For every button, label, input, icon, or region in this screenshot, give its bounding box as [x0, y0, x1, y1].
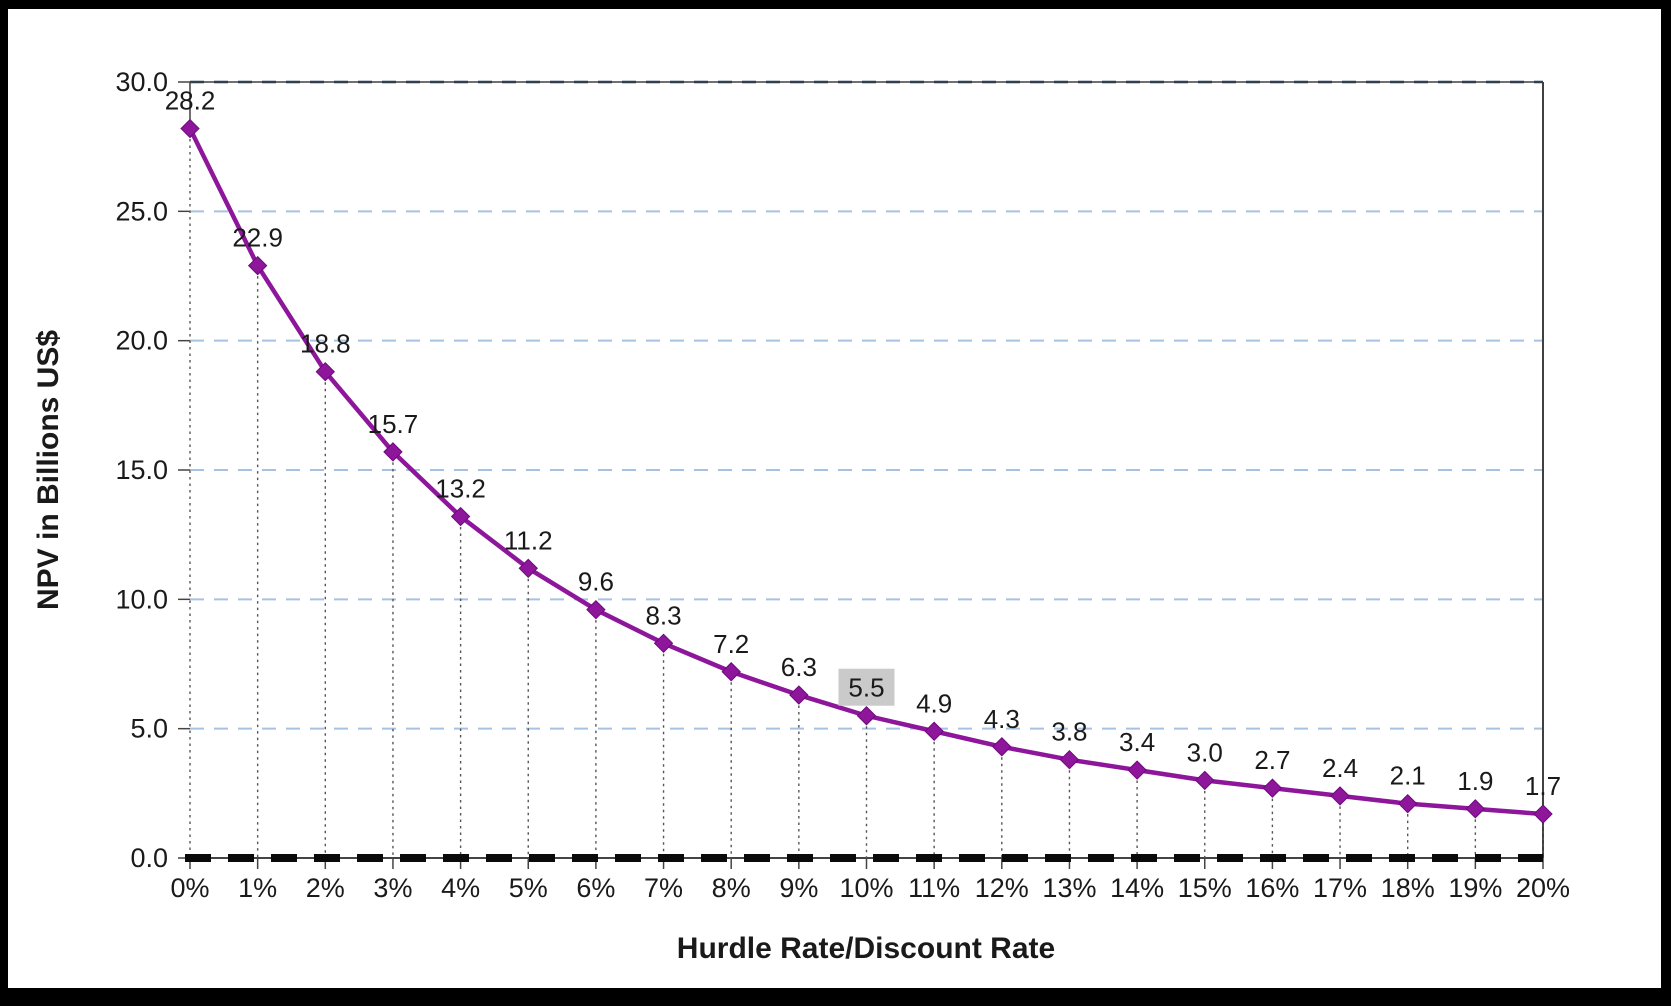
x-tick-label: 3% — [373, 873, 412, 903]
x-tick-label: 18% — [1381, 873, 1435, 903]
tick-labels-layer: 0.0 5.0 10.0 15.0 20.0 25.0 30.0 0% 1% 2% 3% 4% 5% 6%… — [115, 67, 1570, 903]
data-point-marker — [992, 737, 1012, 757]
y-tick-label: 0.0 — [130, 843, 168, 873]
y-tick-label: 5.0 — [130, 714, 168, 744]
x-tick-label: 9% — [779, 873, 818, 903]
data-point-label: 15.7 — [368, 409, 419, 439]
y-tick-label: 30.0 — [115, 67, 168, 97]
data-point-marker — [721, 662, 741, 682]
data-point-label: 22.9 — [232, 223, 283, 253]
axis-ticks-layer — [178, 81, 1544, 869]
x-tick-label: 1% — [238, 873, 277, 903]
data-point-label: 28.2 — [165, 86, 216, 116]
x-tick-label: 2% — [306, 873, 345, 903]
data-point-marker — [1195, 770, 1215, 791]
data-point-label: 6.3 — [781, 652, 817, 682]
data-point-marker — [1397, 793, 1418, 814]
x-axis-title: Hurdle Rate/Discount Rate — [677, 932, 1055, 965]
data-point-marker — [789, 685, 809, 705]
x-tick-label: 12% — [975, 873, 1029, 903]
y-tick-label: 10.0 — [115, 584, 168, 614]
x-tick-label: 19% — [1448, 873, 1502, 903]
data-point-label: 11.2 — [504, 525, 553, 555]
y-tick-label: 25.0 — [115, 196, 168, 226]
x-tick-label: 11% — [908, 873, 960, 903]
x-tick-label: 8% — [712, 873, 751, 903]
data-point-label: 1.9 — [1457, 766, 1493, 796]
x-tick-label: 13% — [1042, 873, 1096, 903]
data-point-marker — [247, 255, 268, 276]
x-tick-label: 16% — [1245, 873, 1299, 903]
data-point-marker — [315, 361, 336, 382]
y-axis-title: NPV in Billions US$ — [32, 330, 65, 610]
x-tick-label: 6% — [576, 873, 615, 903]
data-point-label: 3.4 — [1119, 727, 1155, 757]
data-point-marker — [383, 442, 403, 462]
drop-lines-layer — [189, 132, 1544, 858]
data-point-label: 2.4 — [1322, 753, 1358, 783]
data-point-marker — [180, 118, 200, 139]
data-labels-layer: 28.2 22.9 18.8 15.7 13.2 11.2 9.6 8.3 7.2 6.3 5.5 4… — [165, 86, 1561, 801]
data-point-marker — [518, 558, 538, 579]
data-point-marker — [653, 633, 674, 654]
data-point-label: 2.1 — [1390, 761, 1426, 791]
x-tick-label: 4% — [441, 873, 480, 903]
data-point-label: 4.9 — [916, 688, 952, 718]
data-point-marker — [924, 721, 944, 741]
data-point-label: 7.2 — [713, 629, 749, 659]
x-tick-label: 10% — [839, 873, 893, 903]
x-tick-label: 17% — [1313, 873, 1367, 903]
data-point-marker — [450, 506, 471, 527]
data-point-marker — [586, 599, 606, 620]
chart-canvas — [8, 9, 1661, 988]
data-point-label: 9.6 — [578, 567, 614, 597]
y-tick-label: 20.0 — [115, 326, 168, 356]
highlight-box — [838, 668, 895, 706]
data-point-label: 1.7 — [1525, 771, 1561, 801]
x-tick-label: 14% — [1110, 873, 1164, 903]
data-point-marker — [1533, 804, 1553, 824]
x-tick-label: 5% — [509, 873, 548, 903]
x-tick-label: 20% — [1516, 873, 1570, 903]
data-point-marker — [1465, 799, 1486, 819]
data-point-label: 8.3 — [645, 600, 681, 630]
data-point-marker — [856, 706, 877, 726]
x-tick-label: 0% — [170, 873, 209, 903]
x-tick-label: 15% — [1178, 873, 1232, 903]
y-tick-label: 15.0 — [115, 455, 168, 485]
series-layer — [180, 118, 1553, 824]
data-point-label: 2.7 — [1254, 745, 1290, 775]
data-point-label: 18.8 — [300, 329, 351, 359]
data-point-label: 4.3 — [984, 704, 1020, 734]
data-point-label: 3.0 — [1187, 737, 1223, 767]
data-point-label: 5.5 — [848, 673, 884, 703]
data-point-marker — [1262, 778, 1283, 798]
data-point-label: 3.8 — [1051, 717, 1087, 747]
data-point-label: 13.2 — [435, 474, 486, 504]
data-point-marker — [1059, 749, 1080, 770]
x-tick-label: 7% — [644, 873, 683, 903]
data-point-marker — [1330, 786, 1350, 806]
data-point-marker — [1127, 760, 1147, 780]
